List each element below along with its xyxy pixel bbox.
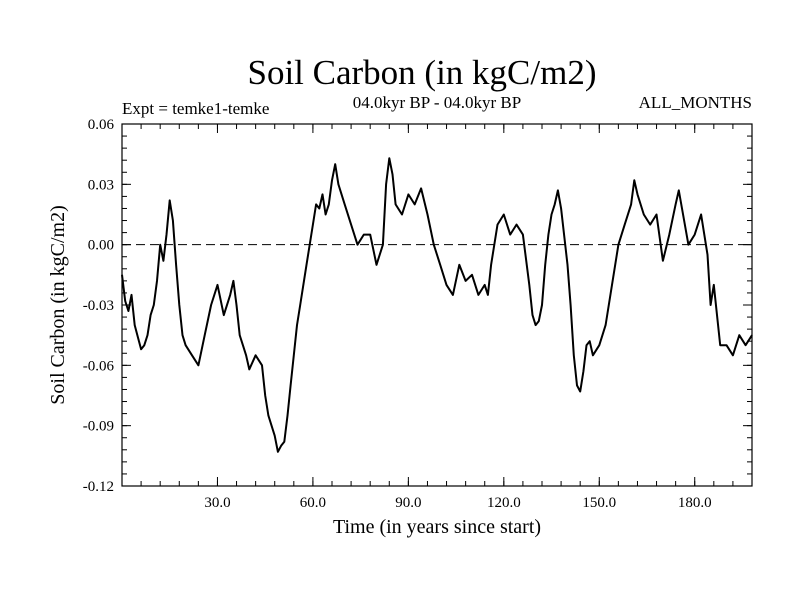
x-tick-label: 30.0 <box>204 495 230 511</box>
x-tick-label: 150.0 <box>582 495 616 511</box>
y-tick-label: 0.00 <box>88 238 114 254</box>
x-tick-labels: 30.0 60.0 90.0 120.0 150.0 180.0 <box>204 495 711 511</box>
x-tick-label: 180.0 <box>678 495 712 511</box>
y-tick-label: 0.06 <box>88 117 115 133</box>
x-tick-label: 60.0 <box>300 495 326 511</box>
y-axis-label: Soil Carbon (in kgC/m2) <box>47 205 69 404</box>
series-line <box>121 157 753 453</box>
plot-frame <box>121 123 753 487</box>
months-label: ALL_MONTHS <box>639 93 752 112</box>
tick-marks <box>122 123 752 487</box>
y-tick-label: -0.03 <box>83 298 114 314</box>
x-axis-label: Time (in years since start) <box>333 516 541 538</box>
y-tick-label: -0.12 <box>83 479 114 495</box>
y-tick-label: -0.09 <box>83 419 114 435</box>
y-tick-label: 0.03 <box>88 177 114 193</box>
experiment-label: Expt = temke1-temke <box>122 99 269 118</box>
y-tick-label: -0.06 <box>83 358 115 374</box>
x-tick-label: 90.0 <box>395 495 421 511</box>
period-label: 04.0kyr BP - 04.0kyr BP <box>353 93 521 112</box>
y-tick-labels: -0.12 -0.09 -0.06 -0.03 0.00 0.03 0.06 <box>83 117 115 495</box>
chart-title: Soil Carbon (in kgC/m2) <box>247 53 596 92</box>
x-tick-label: 120.0 <box>487 495 521 511</box>
